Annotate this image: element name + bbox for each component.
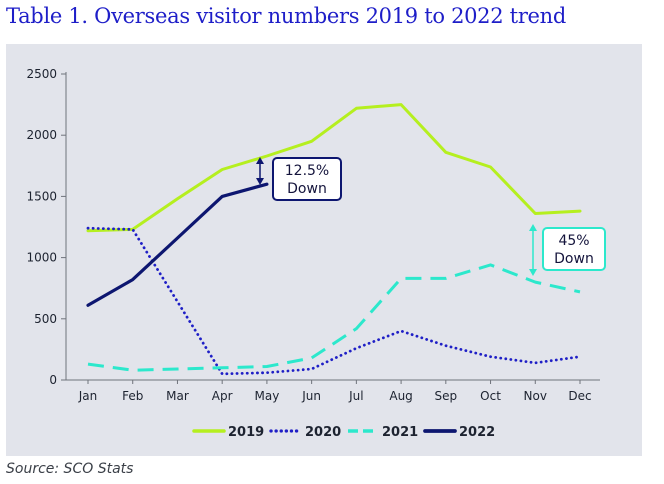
arrow-head-up-2 xyxy=(529,224,537,231)
x-tick-label: Mar xyxy=(166,389,189,403)
arrow-head-down-2 xyxy=(529,269,537,276)
series-line-2021 xyxy=(87,263,581,372)
line-chart: 0 500 1000 1500 2000 2500 Jan Feb Mar Apr May Jun Ju… xyxy=(26,67,606,440)
x-tick-label: Apr xyxy=(212,389,233,403)
arrow-head-up xyxy=(256,157,264,164)
y-tick-label: 500 xyxy=(34,312,57,326)
source-note: Source: SCO Stats xyxy=(6,461,134,477)
x-tick-label: Dec xyxy=(568,389,591,403)
y-tick-label: 1500 xyxy=(26,189,57,203)
x-tick-label: Aug xyxy=(389,389,412,403)
y-tick-label: 2500 xyxy=(26,67,57,81)
legend: 2019 2020 2021 2022 xyxy=(192,425,495,440)
callout-box-2021 xyxy=(542,227,606,271)
y-tick-label: 0 xyxy=(49,373,57,387)
series-line-2020 xyxy=(86,226,582,376)
chart-panel xyxy=(6,44,642,456)
y-tick-label: 2000 xyxy=(26,128,57,142)
y-tick-label: 1000 xyxy=(26,251,57,265)
callout-2021-line2: Down xyxy=(554,251,594,267)
chart-title: Table 1. Overseas visitor numbers 2019 t… xyxy=(6,4,567,28)
x-tick-label: Jan xyxy=(78,389,98,403)
x-tick-label: Nov xyxy=(524,389,547,403)
x-tick-label: Feb xyxy=(122,389,143,403)
arrow-head-down xyxy=(256,178,264,185)
legend-label-2021: 2021 xyxy=(382,425,418,440)
callout-2021-line1: 45% xyxy=(558,233,589,249)
x-tick-label: Jun xyxy=(301,389,321,403)
axes: 0 500 1000 1500 2000 2500 Jan Feb Mar Apr May Jun Ju… xyxy=(26,67,600,403)
callout-2022-line1: 12.5% xyxy=(285,163,329,179)
series-line-2019 xyxy=(86,103,582,233)
x-tick-label: Oct xyxy=(480,389,501,403)
x-tick-label: Sep xyxy=(435,389,458,403)
legend-label-2019: 2019 xyxy=(228,425,264,440)
annotations: 12.5% Down 45% Down xyxy=(256,157,606,276)
series-line-2022 xyxy=(86,182,269,307)
x-tick-label: May xyxy=(255,389,280,403)
x-tick-label: Jul xyxy=(348,389,363,403)
callout-box-2022 xyxy=(272,157,342,201)
callout-2022-line2: Down xyxy=(287,181,327,197)
legend-label-2022: 2022 xyxy=(459,425,495,440)
legend-label-2020: 2020 xyxy=(305,425,341,440)
series-lines xyxy=(86,103,582,376)
